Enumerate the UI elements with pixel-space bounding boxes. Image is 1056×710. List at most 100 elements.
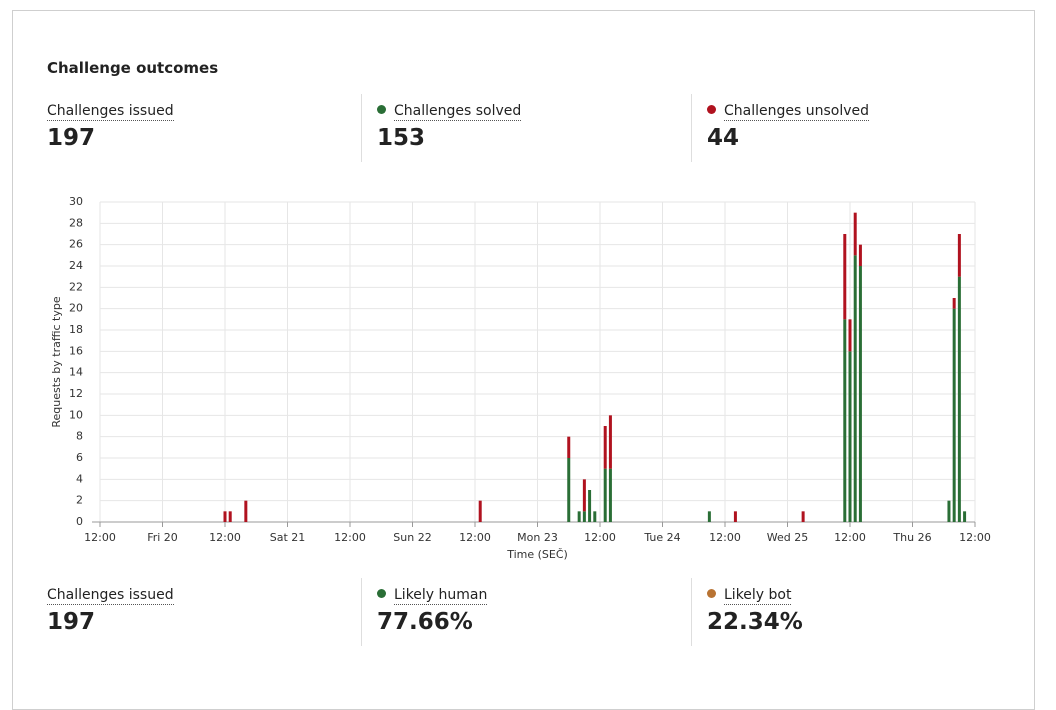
stat-row: Challenges issued — [47, 584, 174, 605]
stat-value: 153 — [377, 125, 426, 151]
bar-segment — [228, 511, 232, 522]
bar-segment — [567, 436, 571, 458]
bar-segment — [707, 511, 711, 522]
bar-segment — [223, 511, 227, 522]
bar-segment — [957, 234, 961, 277]
x-tick-label: Wed 25 — [767, 531, 808, 544]
x-tick-label: Fri 20 — [147, 531, 178, 544]
bar-segment — [577, 511, 581, 522]
y-tick-label: 10 — [69, 408, 83, 421]
stat: Challenges issued 197 — [47, 100, 174, 168]
stat-label: Challenges issued — [47, 103, 174, 121]
x-tick-label: 12:00 — [334, 531, 366, 544]
bar-segment — [603, 468, 607, 522]
x-tick-label: Mon 23 — [517, 531, 558, 544]
y-tick-label: 24 — [69, 259, 83, 272]
x-tick-label: Sat 21 — [270, 531, 306, 544]
bar-segment — [567, 458, 571, 522]
stat-row: Likely human — [377, 584, 488, 605]
legend-dot — [377, 105, 386, 114]
bar-segment — [478, 500, 482, 522]
legend-dot — [707, 105, 716, 114]
y-tick-label: 30 — [69, 195, 83, 208]
stat-value: 22.34% — [707, 609, 803, 635]
y-tick-label: 0 — [76, 515, 83, 528]
page: Challenge outcomes 0 2 4 6 8 10 12 14 16 18 20 22 24… — [12, 10, 1035, 710]
bar-segment — [603, 426, 607, 469]
x-axis-label: Time (SEČ) — [506, 548, 568, 561]
bar-segment — [952, 298, 956, 309]
stat: Likely bot 22.34% — [707, 584, 803, 652]
stat: Likely human 77.66% — [377, 584, 488, 652]
bar-segment — [608, 468, 612, 522]
divider — [361, 578, 362, 646]
bar-segment — [848, 351, 852, 522]
bar-segment — [947, 500, 951, 522]
bar-segment — [853, 212, 857, 256]
stat-value: 197 — [47, 125, 96, 151]
stat-value: 197 — [47, 609, 96, 635]
bar-segment — [801, 511, 805, 522]
bar-segment — [582, 511, 586, 522]
divider — [361, 94, 362, 162]
x-tick-label: 12:00 — [959, 531, 991, 544]
y-tick-label: 4 — [76, 472, 83, 485]
stat-label: Likely human — [394, 587, 488, 605]
legend-dot — [377, 589, 386, 598]
stat-row: Likely bot — [707, 584, 803, 605]
stat-label: Challenges unsolved — [724, 103, 870, 121]
x-tick-label: 12:00 — [584, 531, 616, 544]
bar-segment — [858, 266, 862, 522]
divider — [691, 94, 692, 162]
stat: Challenges issued 197 — [47, 584, 174, 652]
y-tick-label: 26 — [69, 238, 83, 251]
stat-row: Challenges solved — [377, 100, 522, 121]
y-tick-label: 8 — [76, 430, 83, 443]
bar-segment — [843, 234, 847, 320]
bar-segment — [858, 244, 862, 266]
stat-row: Challenges issued — [47, 100, 174, 121]
bar-segment — [952, 308, 956, 522]
bar-segment — [963, 511, 967, 522]
y-tick-label: 14 — [69, 366, 83, 379]
stat-value: 77.66% — [377, 609, 473, 635]
legend-dot — [707, 589, 716, 598]
bar-segment — [593, 511, 597, 522]
stat: Challenges unsolved 44 — [707, 100, 870, 168]
y-tick-label: 16 — [69, 344, 83, 357]
x-tick-label: Sun 22 — [393, 531, 431, 544]
bar-segment — [244, 500, 248, 522]
divider — [691, 578, 692, 646]
y-tick-label: 28 — [69, 216, 83, 229]
x-tick-label: Thu 26 — [892, 531, 931, 544]
bar-segment — [957, 276, 961, 522]
bar-segment — [582, 479, 586, 512]
y-axis-label: Requests by traffic type — [50, 296, 63, 427]
stat-row: Challenges unsolved — [707, 100, 870, 121]
stat-label: Challenges solved — [394, 103, 522, 121]
y-tick-label: 22 — [69, 280, 83, 293]
y-tick-label: 20 — [69, 302, 83, 315]
x-tick-label: 12:00 — [459, 531, 491, 544]
bar-segment — [588, 490, 592, 522]
bar-segment — [853, 255, 857, 523]
y-tick-label: 6 — [76, 451, 83, 464]
bar-segment — [843, 319, 847, 522]
x-tick-label: 12:00 — [834, 531, 866, 544]
bar-segment — [733, 511, 737, 522]
bar-segment — [848, 319, 852, 352]
x-tick-label: Tue 24 — [643, 531, 680, 544]
y-tick-label: 2 — [76, 494, 83, 507]
section-title: Challenge outcomes — [47, 59, 219, 77]
stat: Challenges solved 153 — [377, 100, 522, 168]
y-tick-label: 12 — [69, 387, 83, 400]
x-tick-label: 12:00 — [709, 531, 741, 544]
stat-label: Challenges issued — [47, 587, 174, 605]
bar-segment — [608, 415, 612, 469]
x-tick-label: 12:00 — [209, 531, 241, 544]
stat-value: 44 — [707, 125, 740, 151]
x-tick-label: 12:00 — [84, 531, 116, 544]
stat-label: Likely bot — [724, 587, 792, 605]
y-tick-label: 18 — [69, 323, 83, 336]
